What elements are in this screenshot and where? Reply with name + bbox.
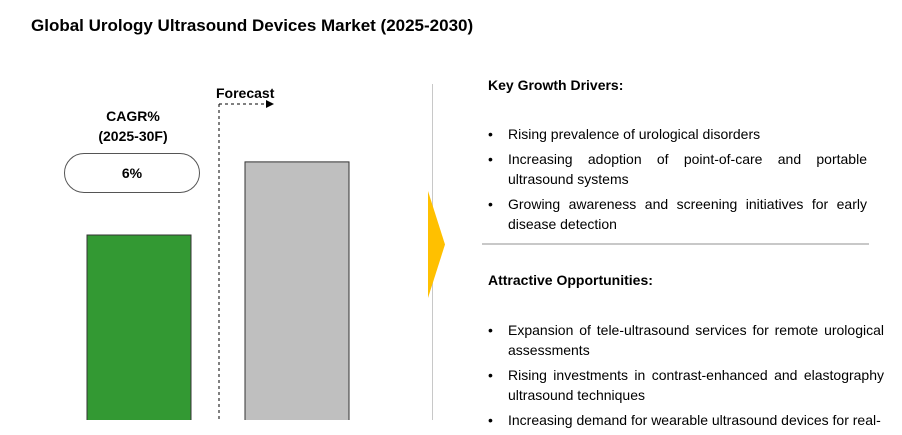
bullet-icon: •: [488, 322, 493, 338]
horizontal-divider: [482, 243, 869, 245]
opportunities-heading: Attractive Opportunities:: [488, 272, 653, 288]
cagr-label-line2: (2025-30F): [98, 128, 168, 144]
drivers-list: • Rising prevalence of urological disorde…: [488, 124, 867, 239]
bullet-icon: •: [488, 151, 493, 167]
bullet-icon: •: [488, 367, 493, 383]
driver-item-text: Growing awareness and screening initiati…: [508, 196, 867, 232]
bullet-icon: •: [488, 196, 493, 212]
chevron-right-icon: [428, 191, 445, 298]
opportunity-item-text: Expansion of tele-ultrasound services fo…: [508, 322, 884, 358]
bullet-icon: •: [488, 126, 493, 142]
driver-item-text: Increasing adoption of point-of-care and…: [508, 151, 867, 187]
cagr-label-line1: CAGR%: [106, 108, 160, 124]
driver-item-text: Rising prevalence of urological disorder…: [508, 126, 761, 142]
cagr-label: CAGR% (2025-30F): [72, 106, 194, 146]
bar-2025: [86, 234, 192, 420]
opportunity-item: • Rising investments in contrast-enhanced…: [488, 365, 884, 405]
opportunity-item-text: Rising investments in contrast-enhanced …: [508, 367, 884, 403]
opportunity-item-text: Increasing demand for wearable ultrasoun…: [508, 412, 881, 428]
driver-item: • Increasing adoption of point-of-care an…: [488, 149, 867, 189]
opportunity-item: • Increasing demand for wearable ultrasou…: [488, 410, 884, 430]
forecast-arrowhead-icon: [266, 100, 274, 108]
market-bar-chart: [86, 100, 350, 420]
driver-item: • Growing awareness and screening initiat…: [488, 194, 867, 234]
cagr-value: 6%: [121, 165, 143, 181]
drivers-heading: Key Growth Drivers:: [488, 77, 624, 93]
bullet-icon: •: [488, 412, 493, 428]
bar-2030F: [244, 161, 350, 420]
page-title: Global Urology Ultrasound Devices Market…: [31, 16, 474, 35]
cagr-value-badge: 6%: [64, 153, 200, 193]
forecast-label: Forecast: [216, 85, 275, 101]
driver-item: • Rising prevalence of urological disorde…: [488, 124, 867, 144]
opportunities-list: • Expansion of tele-ultrasound services f…: [488, 320, 884, 435]
opportunity-item: • Expansion of tele-ultrasound services f…: [488, 320, 884, 360]
